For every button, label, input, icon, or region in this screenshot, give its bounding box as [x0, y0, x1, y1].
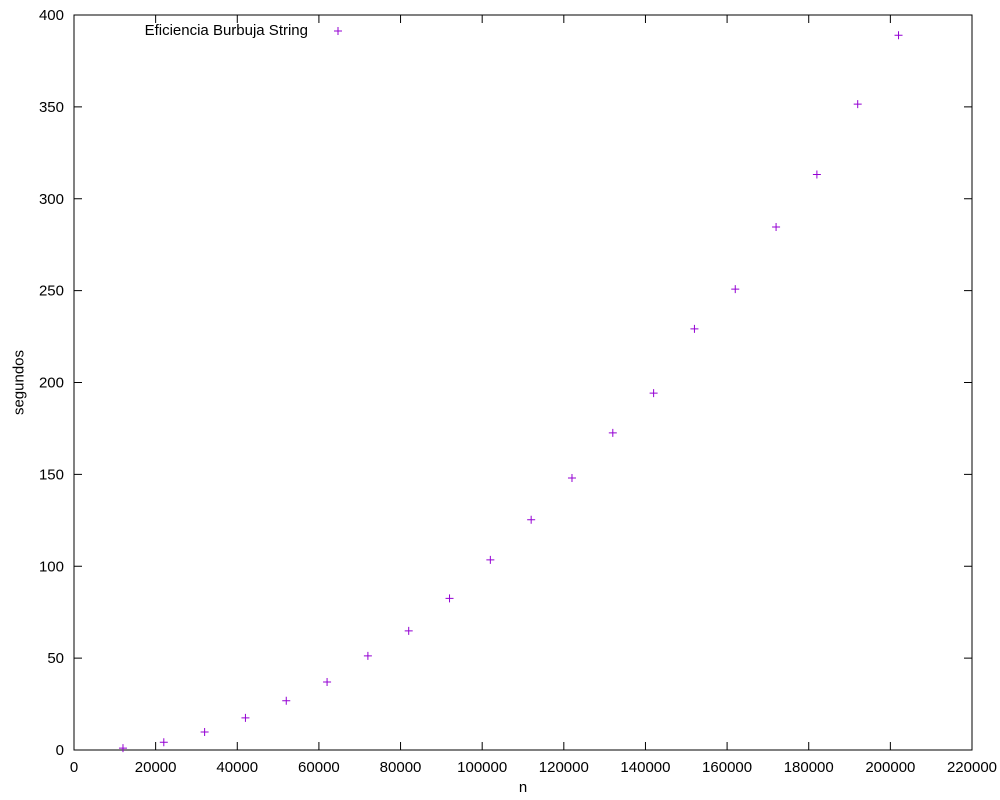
data-point — [812, 170, 821, 179]
x-tick-label: 140000 — [620, 759, 670, 776]
y-tick-label: 50 — [47, 650, 64, 667]
x-axis-label: n — [519, 779, 527, 796]
y-tick-label: 0 — [56, 742, 64, 759]
data-point — [363, 651, 372, 660]
data-point — [404, 626, 413, 635]
y-tick-label: 200 — [39, 375, 64, 392]
data-point — [649, 389, 658, 398]
data-point — [282, 696, 291, 705]
legend-marker — [334, 27, 342, 35]
axis-ticks: 0 20000 40000 60000 80000 100000 120000 140000 1… — [39, 7, 997, 776]
y-tick-label: 400 — [39, 7, 64, 24]
y-tick-label: 250 — [39, 283, 64, 300]
legend: Eficiencia Burbuja String — [145, 22, 342, 39]
legend-label: Eficiencia Burbuja String — [145, 22, 308, 39]
x-tick-label: 0 — [70, 759, 78, 776]
x-tick-label: 60000 — [298, 759, 340, 776]
x-tick-label: 20000 — [135, 759, 177, 776]
x-tick-label: 80000 — [380, 759, 422, 776]
x-tick-label: 160000 — [702, 759, 752, 776]
data-point — [567, 474, 576, 483]
x-tick-label: 40000 — [216, 759, 258, 776]
y-tick-label: 350 — [39, 99, 64, 116]
data-point — [731, 285, 740, 294]
x-tick-label: 180000 — [784, 759, 834, 776]
data-point — [118, 744, 127, 753]
y-tick-label: 100 — [39, 558, 64, 575]
data-point — [894, 31, 903, 40]
data-point — [200, 727, 209, 736]
data-point — [608, 428, 617, 437]
x-tick-label: 200000 — [865, 759, 915, 776]
plot-frame — [73, 14, 973, 751]
x-tick-label: 120000 — [539, 759, 589, 776]
data-point — [486, 555, 495, 564]
data-point — [159, 738, 168, 747]
y-tick-label: 150 — [39, 466, 64, 483]
y-tick-label: 300 — [39, 191, 64, 208]
data-point — [772, 223, 781, 232]
x-tick-label: 220000 — [947, 759, 997, 776]
data-point — [690, 324, 699, 333]
data-point — [853, 100, 862, 109]
y-axis-label: segundos — [10, 350, 27, 415]
data-point — [445, 594, 454, 603]
data-points — [118, 31, 903, 753]
data-point — [323, 678, 332, 687]
data-point — [527, 515, 536, 524]
x-tick-label: 100000 — [457, 759, 507, 776]
data-point — [241, 713, 250, 722]
